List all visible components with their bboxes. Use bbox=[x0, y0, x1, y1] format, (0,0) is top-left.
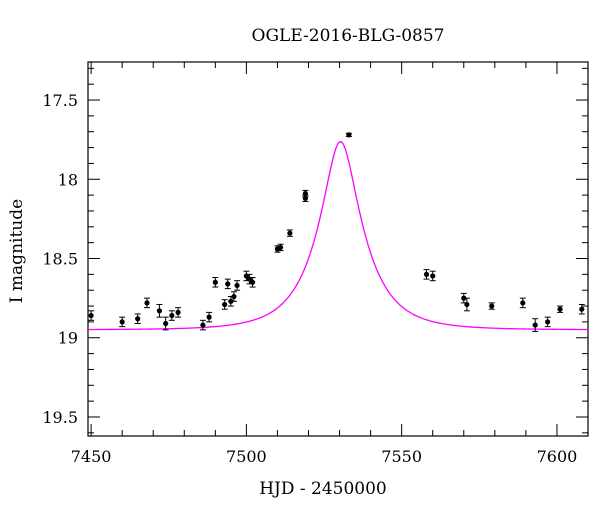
plot-border bbox=[87, 61, 589, 437]
data-points-group bbox=[88, 132, 585, 332]
model-curve bbox=[88, 141, 588, 331]
data-point-marker bbox=[579, 306, 585, 312]
data-point-marker bbox=[532, 322, 538, 328]
data-point-marker bbox=[206, 314, 212, 320]
data-point-marker bbox=[249, 279, 256, 285]
data-point bbox=[227, 296, 234, 307]
data-point-marker bbox=[228, 298, 234, 304]
data-point-marker bbox=[200, 322, 206, 328]
data-point-marker bbox=[557, 306, 563, 312]
x-tick-labels: 7450 7500 7550 7600 bbox=[71, 447, 578, 466]
y-tick-label: 19.5 bbox=[42, 408, 78, 427]
y-axis-label: I magnitude bbox=[7, 199, 27, 303]
data-point bbox=[302, 194, 309, 202]
data-point-marker bbox=[88, 312, 94, 319]
data-point-marker bbox=[144, 300, 150, 306]
x-tick-label: 7550 bbox=[381, 447, 422, 466]
data-point bbox=[544, 316, 551, 328]
data-point bbox=[277, 243, 284, 252]
data-point-marker bbox=[464, 301, 470, 308]
data-point bbox=[429, 270, 436, 282]
data-point-marker bbox=[163, 320, 169, 327]
data-point-marker bbox=[212, 279, 218, 285]
axis-ticks bbox=[88, 62, 589, 436]
data-point bbox=[212, 277, 219, 288]
data-point bbox=[156, 303, 163, 318]
data-point bbox=[206, 311, 213, 323]
data-point-marker bbox=[119, 319, 125, 325]
data-point bbox=[286, 229, 293, 237]
data-point-marker bbox=[234, 282, 240, 289]
data-point bbox=[175, 307, 182, 318]
plot-frame bbox=[87, 61, 589, 437]
data-point bbox=[230, 291, 237, 302]
data-point bbox=[460, 292, 467, 304]
y-tick-label: 18 bbox=[58, 170, 78, 189]
data-point bbox=[463, 297, 470, 312]
data-point-marker bbox=[461, 295, 467, 301]
y-tick-label: 17.5 bbox=[42, 91, 78, 110]
data-point-marker bbox=[302, 195, 308, 201]
chart-title: OGLE-2016-BLG-0857 bbox=[252, 26, 445, 46]
data-point-marker bbox=[520, 300, 526, 306]
data-point bbox=[488, 302, 495, 310]
x-axis-label: HJD - 2450000 bbox=[259, 479, 387, 499]
data-point-marker bbox=[545, 319, 551, 325]
y-tick-labels: 17.5 18 18.5 19 19.5 bbox=[42, 91, 78, 427]
data-point-marker bbox=[169, 312, 175, 319]
data-point bbox=[234, 280, 241, 291]
data-point bbox=[88, 310, 95, 321]
model-curve-group bbox=[88, 141, 588, 331]
data-point bbox=[578, 303, 585, 315]
data-point-marker bbox=[231, 293, 237, 300]
data-point-marker bbox=[430, 273, 436, 279]
data-point-marker bbox=[287, 230, 293, 236]
data-point-marker bbox=[277, 244, 284, 251]
data-point-marker bbox=[225, 281, 231, 287]
data-point bbox=[134, 313, 141, 324]
data-point-marker bbox=[346, 132, 352, 138]
y-tick-label: 18.5 bbox=[42, 250, 78, 269]
data-point-marker bbox=[222, 301, 228, 308]
data-point bbox=[224, 278, 231, 290]
data-point bbox=[249, 277, 256, 288]
x-tick-label: 7500 bbox=[226, 447, 267, 466]
data-point bbox=[345, 132, 352, 138]
data-point bbox=[557, 305, 564, 313]
data-point-marker bbox=[135, 316, 141, 322]
data-point bbox=[168, 310, 175, 321]
data-point-marker bbox=[156, 308, 163, 314]
data-point bbox=[532, 318, 539, 332]
data-point-marker bbox=[423, 271, 430, 277]
data-point bbox=[221, 299, 228, 310]
data-point-marker bbox=[175, 309, 181, 315]
data-point bbox=[423, 269, 430, 280]
data-point bbox=[119, 316, 126, 328]
data-point bbox=[162, 316, 169, 331]
y-tick-label: 19 bbox=[58, 329, 78, 348]
x-tick-label: 7600 bbox=[537, 447, 578, 466]
x-tick-label: 7450 bbox=[71, 447, 112, 466]
data-point bbox=[144, 297, 151, 309]
data-point-marker bbox=[489, 303, 495, 309]
data-point bbox=[199, 319, 206, 331]
data-point bbox=[519, 297, 526, 309]
